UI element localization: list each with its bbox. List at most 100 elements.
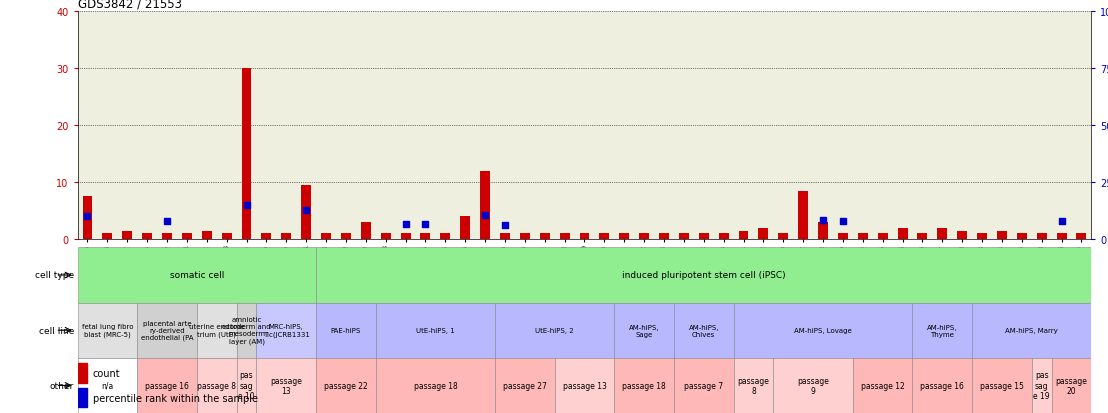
Bar: [256, 358, 316, 413]
Text: passage
8: passage 8: [738, 376, 769, 395]
Text: other: other: [50, 381, 74, 390]
Bar: [733, 303, 913, 358]
Bar: [798, 191, 808, 240]
Bar: [78, 363, 88, 383]
Point: [79, 214, 96, 220]
Point: [158, 218, 176, 225]
Bar: [778, 234, 788, 240]
Bar: [162, 234, 172, 240]
Bar: [679, 234, 689, 240]
Bar: [1051, 358, 1091, 413]
Bar: [858, 234, 868, 240]
Text: passage 27: passage 27: [503, 381, 546, 390]
Bar: [917, 234, 927, 240]
Text: cell type: cell type: [35, 271, 74, 280]
Bar: [997, 231, 1007, 240]
Bar: [674, 358, 733, 413]
Point: [397, 221, 414, 228]
Bar: [78, 358, 137, 413]
Bar: [1037, 234, 1047, 240]
Bar: [758, 228, 768, 240]
Text: passage 16: passage 16: [921, 381, 964, 390]
Bar: [1032, 358, 1051, 413]
Point: [237, 202, 255, 209]
Bar: [261, 234, 271, 240]
Bar: [316, 248, 1091, 303]
Text: uterine endome
trium (UtE): uterine endome trium (UtE): [188, 324, 245, 337]
Text: passage 7: passage 7: [684, 381, 724, 390]
Bar: [520, 234, 530, 240]
Bar: [281, 234, 291, 240]
Bar: [599, 234, 609, 240]
Text: passage
20: passage 20: [1056, 376, 1087, 395]
Text: AM-hiPS,
Sage: AM-hiPS, Sage: [629, 324, 659, 337]
Text: AM-hiPS, Marry: AM-hiPS, Marry: [1005, 328, 1058, 333]
Text: fetal lung fibro
blast (MRC-5): fetal lung fibro blast (MRC-5): [82, 324, 133, 337]
Point: [834, 218, 852, 225]
Bar: [619, 234, 629, 240]
Bar: [614, 303, 674, 358]
Bar: [78, 388, 88, 408]
Bar: [381, 234, 391, 240]
Text: passage 18: passage 18: [413, 381, 458, 390]
Text: PAE-hiPS: PAE-hiPS: [331, 328, 361, 333]
Text: passage 12: passage 12: [861, 381, 904, 390]
Bar: [639, 234, 649, 240]
Point: [496, 223, 514, 229]
Text: GDS3842 / 21553: GDS3842 / 21553: [78, 0, 182, 10]
Text: count: count: [93, 368, 121, 378]
Text: AM-hiPS,
Chives: AM-hiPS, Chives: [688, 324, 719, 337]
Bar: [500, 234, 510, 240]
Text: AM-hiPS, Lovage: AM-hiPS, Lovage: [794, 328, 852, 333]
Bar: [579, 234, 589, 240]
Bar: [1077, 234, 1087, 240]
Bar: [316, 303, 376, 358]
Bar: [78, 248, 316, 303]
Bar: [773, 358, 853, 413]
Text: induced pluripotent stem cell (iPSC): induced pluripotent stem cell (iPSC): [622, 271, 786, 280]
Bar: [972, 303, 1091, 358]
Bar: [321, 234, 331, 240]
Text: passage 15: passage 15: [979, 381, 1024, 390]
Bar: [182, 234, 192, 240]
Text: UtE-hiPS, 2: UtE-hiPS, 2: [535, 328, 574, 333]
Bar: [937, 228, 947, 240]
Bar: [401, 234, 411, 240]
Text: passage 16: passage 16: [145, 381, 189, 390]
Text: cell line: cell line: [39, 326, 74, 335]
Bar: [614, 358, 674, 413]
Bar: [739, 231, 749, 240]
Bar: [972, 358, 1032, 413]
Bar: [237, 303, 256, 358]
Bar: [838, 234, 848, 240]
Bar: [197, 358, 237, 413]
Bar: [699, 234, 709, 240]
Bar: [719, 234, 729, 240]
Bar: [197, 303, 237, 358]
Bar: [242, 69, 252, 240]
Point: [297, 206, 315, 213]
Bar: [555, 358, 614, 413]
Text: placental arte
ry-derived
endothelial (PA: placental arte ry-derived endothelial (P…: [141, 320, 193, 341]
Bar: [137, 303, 197, 358]
Bar: [977, 234, 987, 240]
Bar: [957, 231, 967, 240]
Text: passage 13: passage 13: [563, 381, 606, 390]
Bar: [913, 303, 972, 358]
Text: percentile rank within the sample: percentile rank within the sample: [93, 393, 258, 403]
Text: MRC-hiPS,
Tic(JCRB1331: MRC-hiPS, Tic(JCRB1331: [263, 324, 310, 337]
Bar: [818, 223, 828, 240]
Text: n/a: n/a: [101, 381, 113, 390]
Text: passage 18: passage 18: [623, 381, 666, 390]
Bar: [560, 234, 570, 240]
Point: [814, 217, 832, 223]
Bar: [460, 217, 470, 240]
Bar: [540, 234, 550, 240]
Point: [476, 212, 494, 219]
Bar: [440, 234, 450, 240]
Bar: [316, 358, 376, 413]
Bar: [480, 171, 490, 240]
Text: passage
9: passage 9: [797, 376, 829, 395]
Text: amniotic
ectoderm and
mesoderm
layer (AM): amniotic ectoderm and mesoderm layer (AM…: [223, 317, 270, 344]
Bar: [376, 303, 495, 358]
